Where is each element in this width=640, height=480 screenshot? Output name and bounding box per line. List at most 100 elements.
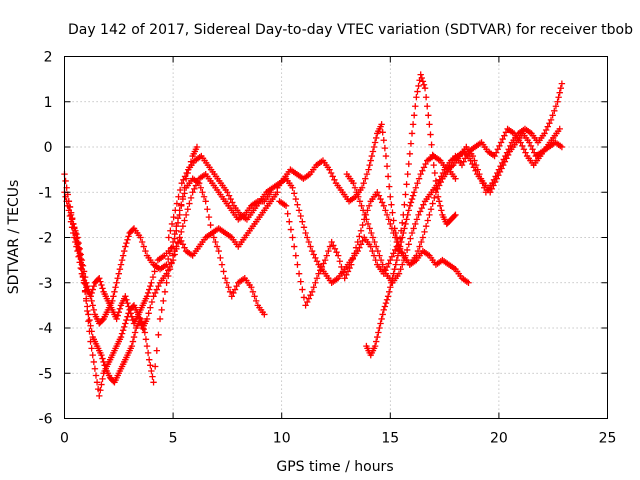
- data-point: [469, 152, 477, 160]
- data-point: [369, 247, 376, 255]
- data-point: [148, 279, 155, 286]
- data-point: [375, 192, 383, 199]
- data-point: [313, 258, 321, 265]
- data-point: [173, 200, 181, 207]
- data-point: [90, 282, 98, 290]
- data-point: [370, 143, 378, 151]
- data-point: [362, 175, 369, 182]
- data-point: [181, 173, 189, 180]
- data-point: [163, 261, 170, 268]
- data-point: [261, 311, 268, 318]
- data-point: [307, 291, 314, 299]
- data-point: [199, 189, 206, 196]
- data-point: [299, 218, 306, 225]
- data-point: [414, 88, 421, 95]
- data-point: [287, 226, 295, 233]
- data-point: [422, 94, 430, 101]
- data-point: [413, 216, 421, 223]
- data-point: [128, 342, 136, 350]
- data-point: [413, 94, 420, 101]
- data-point: [166, 250, 174, 257]
- data-point: [88, 328, 95, 335]
- data-point: [404, 170, 411, 178]
- data-point: [437, 202, 444, 210]
- data-point: [502, 152, 509, 160]
- data-point: [125, 233, 132, 240]
- data-point: [376, 324, 383, 332]
- data-point: [223, 279, 231, 286]
- data-point: [85, 311, 92, 318]
- data-point: [552, 103, 560, 110]
- data-point: [302, 229, 309, 237]
- data-point: [222, 275, 229, 282]
- data-point: [427, 206, 435, 213]
- data-point: [189, 189, 196, 196]
- data-point: [83, 295, 90, 302]
- data-point: [344, 268, 352, 275]
- data-point: [123, 316, 130, 324]
- data-point: [66, 203, 74, 211]
- data-point: [76, 252, 83, 259]
- data-point: [430, 161, 437, 169]
- data-point: [368, 152, 376, 160]
- data-point: [180, 176, 187, 184]
- data-point: [129, 338, 137, 345]
- data-point: [123, 296, 130, 303]
- data-point: [359, 207, 367, 214]
- data-point: [220, 268, 227, 275]
- data-point: [406, 202, 414, 210]
- data-point: [379, 311, 386, 318]
- data-point: [143, 315, 151, 323]
- data-point: [144, 349, 152, 357]
- data-point: [122, 293, 129, 300]
- data-point: [194, 178, 201, 186]
- data-point: [392, 261, 399, 268]
- data-point: [542, 126, 550, 134]
- data-point: [348, 261, 355, 268]
- data-point: [367, 157, 374, 164]
- data-point: [386, 288, 393, 295]
- data-point: [391, 265, 398, 273]
- data-point: [84, 303, 91, 310]
- data-point: [374, 247, 382, 255]
- data-point: [404, 211, 411, 219]
- data-point: [390, 229, 397, 237]
- data-point: [146, 356, 153, 363]
- data-point: [183, 169, 190, 177]
- data-point: [370, 252, 378, 259]
- data-point: [68, 216, 76, 223]
- data-point: [556, 89, 563, 96]
- data-point: [336, 258, 344, 265]
- data-point: [339, 269, 347, 276]
- data-point: [118, 330, 126, 337]
- data-point: [289, 234, 296, 241]
- data-point: [390, 270, 397, 277]
- data-point: [366, 225, 373, 232]
- data-point: [417, 71, 424, 78]
- data-point: [249, 288, 257, 295]
- data-point: [360, 180, 367, 187]
- data-point: [170, 213, 177, 221]
- data-point: [479, 180, 486, 187]
- data-point: [428, 141, 435, 148]
- data-point: [554, 98, 561, 105]
- data-point: [178, 228, 185, 236]
- data-point: [97, 387, 104, 394]
- data-point: [168, 244, 175, 251]
- data-point: [325, 247, 332, 255]
- data-point: [399, 234, 406, 241]
- data-point: [121, 247, 128, 255]
- data-point: [426, 211, 433, 219]
- data-point: [458, 161, 466, 169]
- y-tick-label: -3: [39, 276, 53, 292]
- data-point: [369, 148, 377, 155]
- data-point: [151, 363, 159, 370]
- data-point: [65, 198, 73, 205]
- data-point: [435, 198, 443, 205]
- data-point: [226, 288, 234, 295]
- data-point: [174, 238, 182, 246]
- data-point: [142, 247, 149, 255]
- data-point: [497, 163, 504, 170]
- data-point: [72, 229, 79, 237]
- data-point: [147, 362, 154, 369]
